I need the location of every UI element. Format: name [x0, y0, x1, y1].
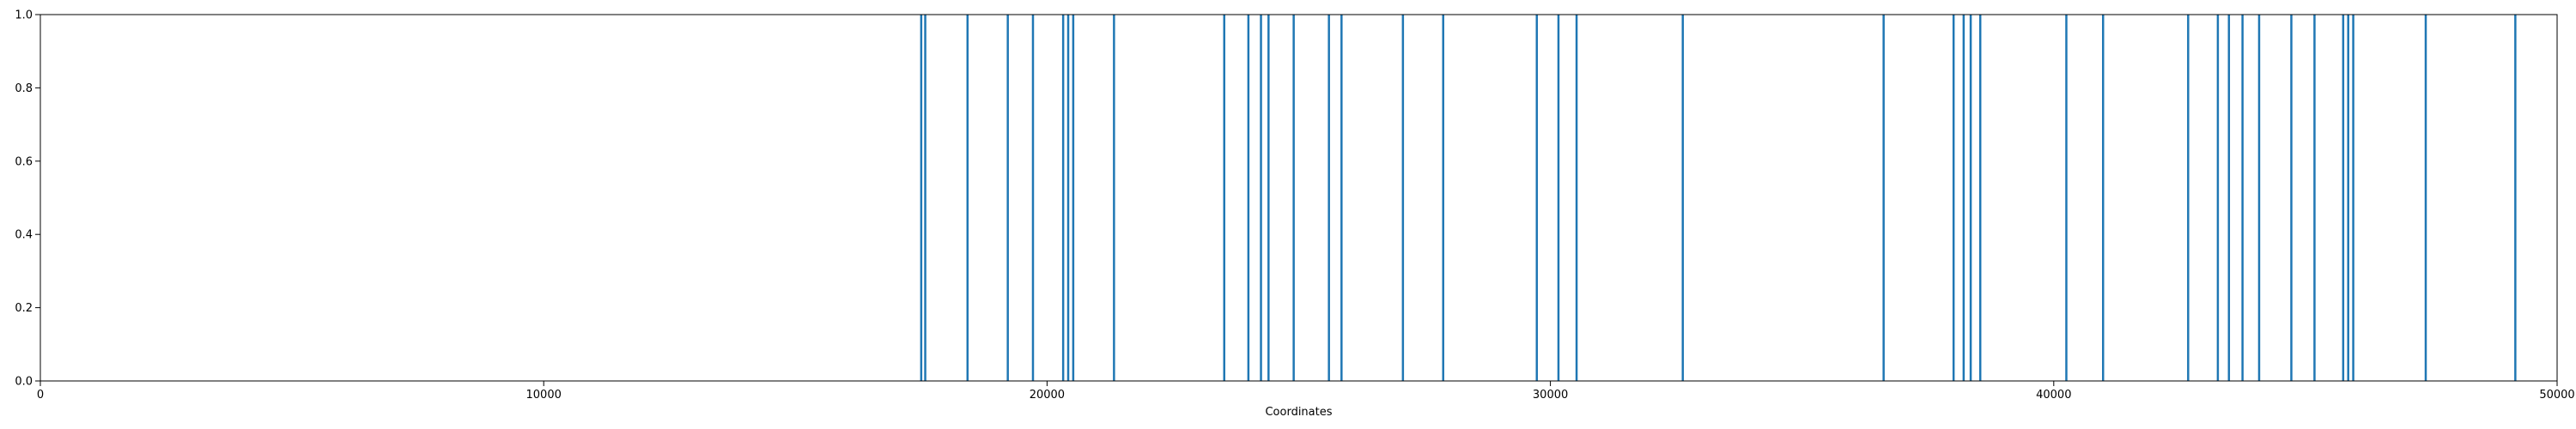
- x-axis-ticks: 0 10000 20000 30000 40000 50000: [37, 381, 2575, 402]
- plot-frame: [39, 14, 2558, 382]
- y-tick-label: 0.6: [15, 155, 33, 168]
- x-tick-label: 30000: [1533, 389, 1568, 402]
- x-tick-label: 50000: [2539, 389, 2574, 402]
- y-tick-label: 0.2: [15, 302, 33, 315]
- x-tick-label: 40000: [2036, 389, 2071, 402]
- x-tick-label: 10000: [526, 389, 562, 402]
- x-tick-label: 0: [37, 389, 44, 402]
- x-axis-label: Coordinates: [1265, 406, 1332, 419]
- y-tick-label: 0.4: [15, 229, 33, 242]
- y-tick-label: 0.0: [15, 376, 33, 389]
- y-axis-ticks: 0.0 0.2 0.4 0.6 0.8 1.0: [15, 9, 40, 389]
- x-tick-label: 20000: [1030, 389, 1065, 402]
- bars-layer: [920, 15, 2517, 381]
- y-tick-label: 0.8: [15, 82, 33, 95]
- y-tick-label: 1.0: [15, 9, 33, 22]
